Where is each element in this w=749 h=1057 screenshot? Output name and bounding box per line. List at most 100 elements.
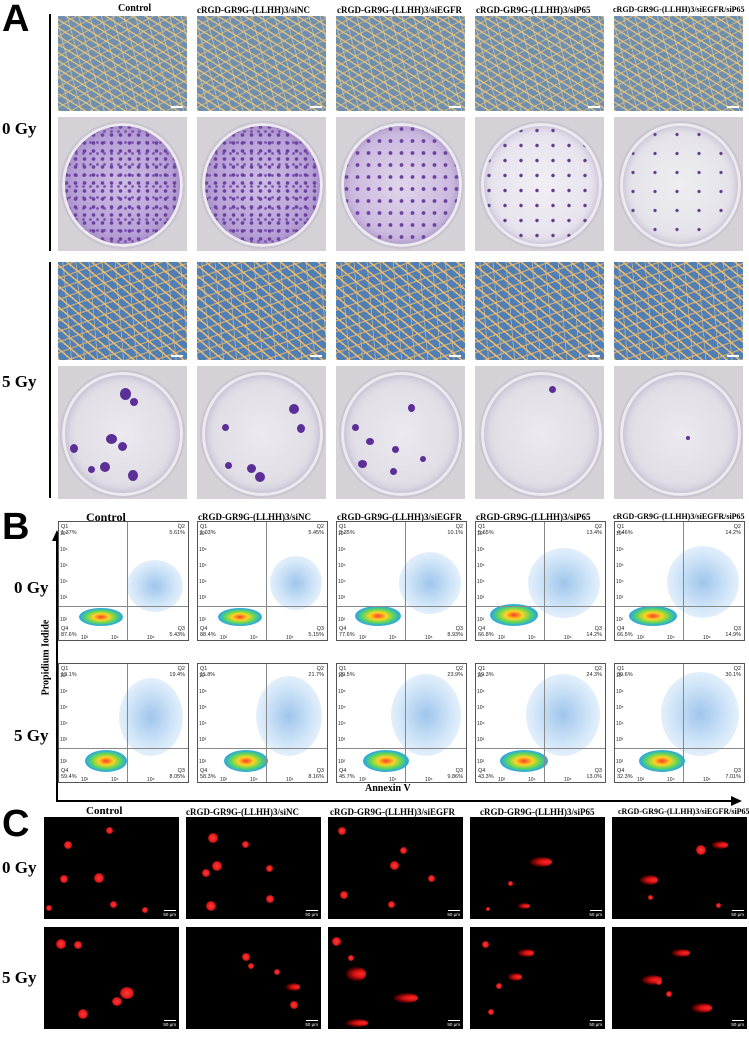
colony (289, 404, 299, 414)
row-label-5gy-a: 5 Gy (2, 372, 37, 391)
quadrant-q3-label: Q3 (594, 626, 602, 632)
nucleus (274, 969, 280, 975)
flow-title-siegfr: cRGD-GR9G-(LLHH)3/siEGFR (337, 512, 462, 522)
scale-bar (310, 106, 322, 108)
quadrant-gate-horizontal (59, 748, 188, 749)
row-bracket-0gy (49, 14, 51, 251)
comet-tail (346, 967, 366, 981)
scale-bar: 50 μm (731, 1022, 744, 1027)
nucleus (390, 861, 399, 870)
y-tick-label: 10⁷ (338, 531, 346, 537)
quadrant-q3-label: Q3 (177, 768, 185, 774)
nucleus (94, 873, 104, 883)
main-population (490, 604, 538, 626)
quadrant-q1-value: 5.65% (478, 530, 494, 536)
quadrant-gate-vertical (266, 664, 267, 782)
y-tick-label: 10⁶ (616, 689, 624, 695)
quadrant-q3-label-box: Q3 14.2% (586, 626, 602, 638)
x-tick-label: 10² (359, 777, 367, 783)
y-tick-label: 10⁶ (616, 547, 624, 553)
quadrant-q2-label: Q2 (177, 524, 185, 530)
y-tick-label: 10⁴ (199, 579, 207, 585)
y-tick-label: 10³ (199, 595, 207, 601)
x-tick-label: 10² (637, 635, 645, 641)
quadrant-gate-horizontal (198, 606, 327, 607)
scale-bar (449, 106, 461, 108)
quadrant-q3-label: Q3 (177, 626, 185, 632)
quadrant-q2-label: Q2 (177, 666, 185, 672)
quadrant-q1-label-box: Q1 13.1% (61, 666, 77, 678)
nucleus (482, 941, 489, 948)
y-tick-label: 10⁴ (60, 721, 68, 727)
quadrant-q4-label-box: Q4 32.3% (617, 768, 633, 780)
quadrant-q3-label: Q3 (316, 626, 324, 632)
row-label-5gy-c: 5 Gy (2, 968, 37, 987)
row-label-0gy-b: 0 Gy (14, 578, 49, 597)
culture-dish (339, 121, 464, 249)
comet-tail (530, 857, 552, 867)
quadrant-q3-label-box: Q3 8.16% (308, 768, 324, 780)
quadrant-q1-label-box: Q1 1.37% (61, 524, 77, 536)
quadrant-q4-label-box: Q4 66.5% (617, 626, 633, 638)
scale-bar (588, 355, 600, 357)
colony (100, 462, 110, 472)
quadrant-gate-vertical (544, 664, 545, 782)
x-tick-label: 10⁴ (528, 777, 536, 783)
y-tick-label: 10⁵ (60, 705, 68, 711)
quadrant-q3-label: Q3 (455, 768, 463, 774)
quadrant-q4-label: Q4 (478, 768, 486, 774)
nucleus (242, 841, 249, 848)
colony (70, 444, 78, 453)
quadrant-q3-label: Q3 (594, 768, 602, 774)
comet-tail (286, 983, 300, 991)
colony (225, 462, 232, 469)
quadrant-q4-label-box: Q4 59.4% (61, 768, 77, 780)
y-tick-label: 10⁴ (616, 721, 624, 727)
scale-bar: 50 μm (163, 912, 176, 917)
quadrant-q4-label: Q4 (200, 626, 208, 632)
y-tick-label: 10³ (477, 595, 485, 601)
quadrant-gate-vertical (683, 664, 684, 782)
colony (120, 388, 131, 400)
quadrant-gate-horizontal (615, 748, 744, 749)
flow-title-siegfr-sip65: cRGD-GR9G-(LLHH)3/siEGFR/siP65 (613, 512, 745, 521)
comet-tail (712, 841, 728, 849)
y-tick-label: 10⁴ (60, 579, 68, 585)
nucleus (656, 979, 662, 985)
quadrant-q3-label: Q3 (316, 768, 324, 774)
colony-photo-control-0gy (58, 117, 187, 251)
y-tick-label: 10⁵ (199, 705, 207, 711)
comet-control-5gy: 50 μm (44, 927, 179, 1029)
scatter-cloud (661, 672, 739, 756)
x-tick-label: 10² (81, 635, 89, 641)
quadrant-q2-label-box: Q2 24.3% (586, 666, 602, 678)
y-tick-label: 10³ (338, 595, 346, 601)
y-tick-label: 10² (477, 759, 485, 765)
quadrant-q1-value: 1.03% (200, 530, 216, 536)
quadrant-q1-label-box: Q1 4.46% (617, 524, 633, 536)
quadrant-gate-vertical (127, 522, 128, 640)
quadrant-q3-value: 8.16% (308, 774, 324, 780)
comet-tail (672, 949, 690, 957)
panel-label-c: C (2, 803, 30, 845)
row-label-0gy-a: 0 Gy (2, 119, 37, 138)
quadrant-q2-label-box: Q2 5.45% (308, 524, 324, 536)
quadrant-q2-label: Q2 (594, 666, 602, 672)
quadrant-q4-value: 32.3% (617, 774, 633, 780)
flow-plot-dose5-3: Q1 19.3% Q2 24.3% Q3 13.0% Q4 43.3% 10⁷ 10⁶ 10⁵ 10⁴… (475, 663, 606, 783)
micrograph-siegfr-5gy (336, 262, 465, 360)
panel-label-b: B (2, 506, 30, 548)
quadrant-q1-label: Q1 (200, 524, 208, 530)
flow-plot-dose0-0: Q1 1.37% Q2 5.61% Q3 5.43% Q4 87.6% 10⁷ 10⁶ 10⁵ 10⁴… (58, 521, 189, 641)
quadrant-q3-value: 13.0% (586, 774, 602, 780)
quadrant-q1-label: Q1 (200, 666, 208, 672)
x-tick-label: 10⁶ (425, 635, 433, 641)
quadrant-q4-value: 59.4% (61, 774, 77, 780)
quadrant-q4-label-box: Q4 66.8% (478, 626, 494, 638)
quadrant-q1-label: Q1 (478, 666, 486, 672)
y-tick-label: 10⁵ (477, 563, 485, 569)
quadrant-q1-value: 19.3% (478, 672, 494, 678)
colony (420, 456, 426, 462)
x-tick-label: 10⁶ (286, 635, 294, 641)
quadrant-q4-value: 45.7% (339, 774, 355, 780)
